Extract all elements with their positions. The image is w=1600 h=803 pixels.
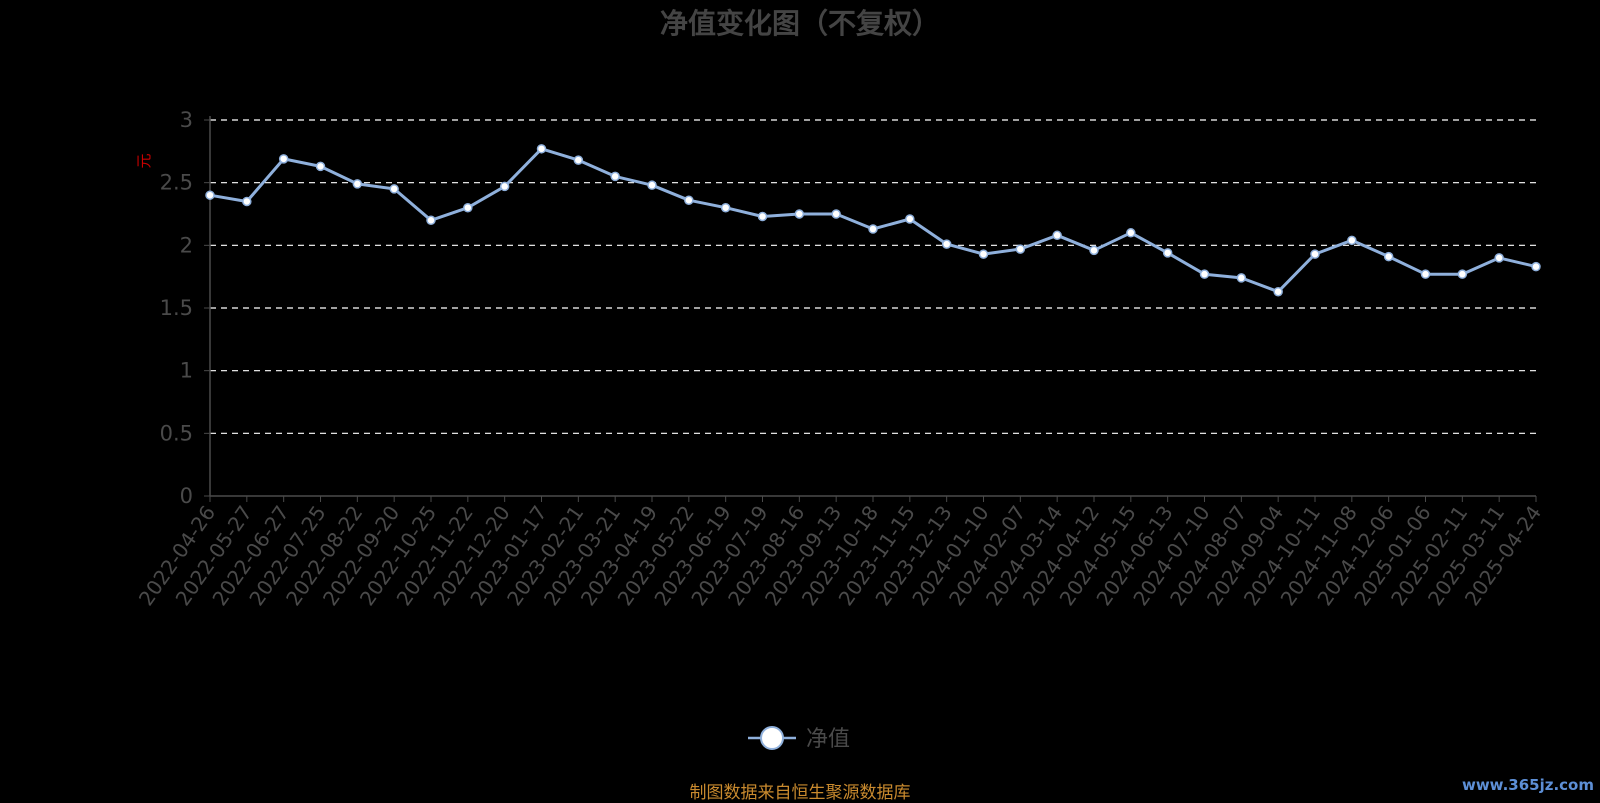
data-point — [1052, 230, 1062, 241]
data-point — [1126, 228, 1136, 238]
y-tick-label: 1 — [180, 359, 193, 383]
data-point — [941, 239, 952, 249]
data-point — [315, 161, 326, 172]
legend-marker — [760, 726, 784, 750]
data-point — [426, 215, 436, 226]
y-tick-label: 1.5 — [160, 296, 193, 320]
data-point — [1236, 273, 1247, 283]
data-point — [352, 179, 363, 189]
data-point — [205, 190, 215, 200]
data-point — [610, 171, 620, 182]
y-tick-label: 2 — [180, 233, 193, 257]
y-tick-label: 0.5 — [160, 421, 193, 445]
data-point — [794, 209, 805, 219]
data-point — [1089, 245, 1099, 256]
data-point — [1015, 244, 1026, 254]
data-point — [868, 224, 878, 234]
y-tick-label: 2.5 — [160, 171, 193, 195]
data-point — [242, 196, 252, 207]
data-point — [536, 144, 547, 154]
data-point — [905, 214, 915, 224]
data-point — [573, 155, 584, 165]
data-point — [463, 202, 473, 213]
data-point — [1494, 253, 1504, 263]
data-point — [757, 211, 768, 222]
data-point — [1310, 249, 1320, 259]
data-point — [720, 202, 731, 213]
y-axis-label: 元 — [135, 153, 153, 168]
legend-label: 净值 — [806, 727, 850, 752]
data-point — [1347, 235, 1357, 246]
site-watermark: www.365jz.com — [1461, 776, 1594, 794]
data-point — [1273, 286, 1283, 297]
data-point — [978, 249, 989, 259]
chart-title: 净值变化图（不复权） — [660, 7, 940, 40]
data-source-note: 制图数据来自恒生聚源数据库 — [689, 783, 911, 803]
y-tick-label: 0 — [180, 484, 193, 508]
data-point — [1199, 269, 1210, 279]
data-point — [1162, 248, 1173, 258]
data-point — [684, 195, 694, 205]
series-line-nav — [209, 147, 1537, 294]
data-point — [389, 184, 399, 194]
y-tick-label: 3 — [180, 108, 193, 132]
data-point — [831, 209, 841, 219]
data-point — [647, 180, 657, 190]
data-point — [278, 154, 289, 164]
data-point — [499, 181, 510, 192]
data-point — [1383, 251, 1394, 262]
data-point — [1457, 269, 1468, 279]
data-point — [1420, 269, 1431, 279]
data-point — [1531, 261, 1541, 272]
